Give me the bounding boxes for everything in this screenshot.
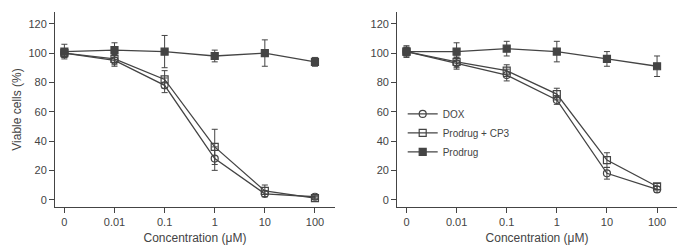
svg-text:Concentration (μM): Concentration (μM)	[486, 231, 589, 245]
svg-text:80: 80	[35, 76, 47, 88]
svg-text:Prodrug + CP3: Prodrug + CP3	[443, 128, 510, 139]
svg-text:40: 40	[377, 135, 389, 147]
svg-text:60: 60	[35, 106, 47, 118]
svg-text:10: 10	[259, 216, 271, 228]
svg-text:0: 0	[41, 194, 47, 206]
svg-text:DOX: DOX	[443, 109, 465, 120]
svg-text:0: 0	[403, 216, 409, 228]
svg-text:Viable cells (%): Viable cells (%)	[10, 68, 24, 150]
svg-text:1: 1	[554, 216, 560, 228]
svg-text:10: 10	[601, 216, 613, 228]
svg-text:0: 0	[61, 216, 67, 228]
svg-text:80: 80	[377, 76, 389, 88]
svg-text:0: 0	[383, 194, 389, 206]
svg-text:120: 120	[371, 18, 389, 30]
svg-text:20: 20	[35, 164, 47, 176]
svg-text:Prodrug: Prodrug	[443, 147, 479, 158]
svg-text:0.1: 0.1	[499, 216, 514, 228]
svg-text:100: 100	[306, 216, 324, 228]
svg-text:100: 100	[371, 47, 389, 59]
svg-text:0.01: 0.01	[104, 216, 125, 228]
svg-text:40: 40	[35, 135, 47, 147]
svg-text:60: 60	[377, 106, 389, 118]
svg-text:120: 120	[28, 18, 46, 30]
svg-text:0.1: 0.1	[157, 216, 172, 228]
svg-text:100: 100	[648, 216, 666, 228]
svg-text:20: 20	[377, 164, 389, 176]
svg-text:100: 100	[28, 47, 46, 59]
svg-text:0.01: 0.01	[446, 216, 467, 228]
svg-text:1: 1	[212, 216, 218, 228]
svg-text:Concentration (μM): Concentration (μM)	[143, 231, 246, 245]
